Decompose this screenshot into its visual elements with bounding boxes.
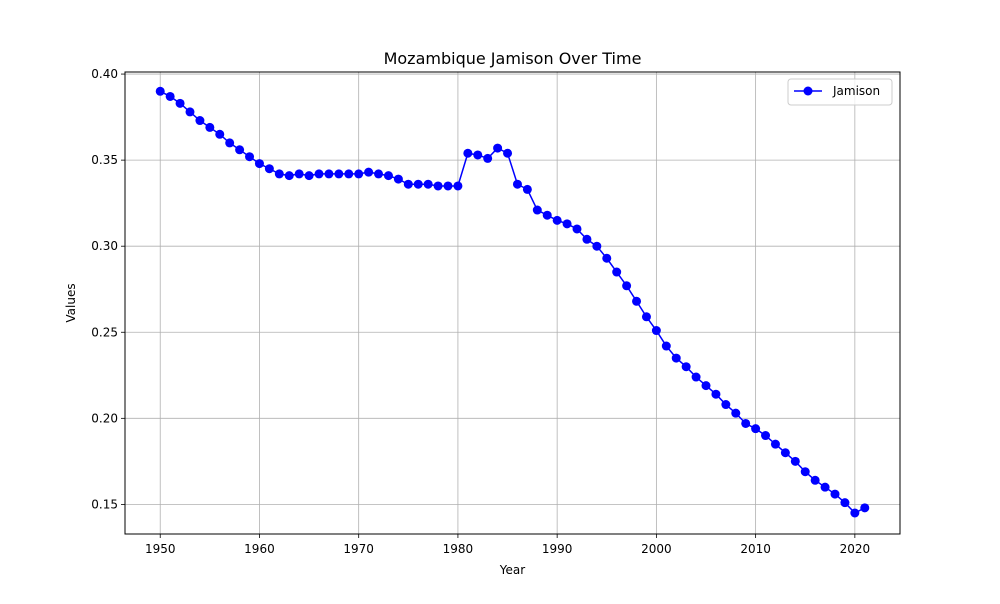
x-tick-label: 2000 (641, 542, 672, 556)
axis-ticks: 1950 1960 1970 1980 1990 2000 2010 2020 0.15 0.20… (91, 67, 870, 556)
data-point (860, 503, 870, 513)
data-point (195, 116, 205, 126)
legend-entry-label: Jamison (832, 84, 880, 98)
y-tick-label: 0.15 (91, 497, 118, 511)
data-point (721, 400, 731, 410)
data-point (254, 159, 264, 169)
data-point (810, 475, 820, 485)
data-point (393, 174, 403, 184)
y-tick-label: 0.35 (91, 153, 118, 167)
x-tick-label: 1970 (343, 542, 374, 556)
data-point (354, 169, 364, 179)
data-point (681, 362, 691, 372)
data-point (671, 353, 681, 363)
data-point (770, 439, 780, 449)
data-point (453, 181, 463, 191)
data-point (443, 181, 453, 191)
data-point (731, 408, 741, 418)
data-point (542, 210, 552, 220)
y-axis-label: Values (64, 283, 78, 322)
data-point (324, 169, 334, 179)
data-point (741, 418, 751, 428)
x-axis-label: Year (499, 563, 525, 577)
data-point (463, 148, 473, 158)
data-point (582, 234, 592, 244)
x-tick-label: 1950 (145, 542, 176, 556)
x-tick-label: 1990 (542, 542, 573, 556)
data-point (215, 129, 225, 139)
data-point (503, 148, 513, 158)
data-point (622, 281, 632, 291)
data-point (562, 219, 572, 229)
data-point (612, 267, 622, 277)
data-point (522, 184, 532, 194)
data-point (830, 489, 840, 499)
data-point (225, 138, 235, 148)
x-tick-label: 1980 (443, 542, 474, 556)
data-point (235, 145, 245, 155)
grid-lines (125, 72, 900, 534)
data-point (304, 171, 314, 181)
data-point (185, 107, 195, 117)
data-point (751, 424, 761, 434)
x-tick-label: 1960 (244, 542, 275, 556)
data-point (532, 205, 542, 215)
y-tick-label: 0.20 (91, 411, 118, 425)
legend: Jamison (787, 78, 893, 106)
series-layer (155, 86, 870, 518)
data-point (572, 224, 582, 234)
data-point (175, 98, 185, 108)
data-point (512, 179, 522, 189)
data-point (364, 167, 374, 177)
data-point (314, 169, 324, 179)
y-tick-label: 0.30 (91, 239, 118, 253)
data-point (641, 312, 651, 322)
data-point (334, 169, 344, 179)
data-point (711, 389, 721, 399)
legend-marker-swatch (803, 86, 813, 96)
data-point (264, 164, 274, 174)
data-point (780, 448, 790, 458)
data-point (205, 122, 215, 132)
data-point (383, 171, 393, 181)
data-point (473, 150, 483, 160)
data-point (840, 498, 850, 508)
data-point (800, 467, 810, 477)
data-point (691, 372, 701, 382)
chart-title: Mozambique Jamison Over Time (384, 49, 642, 68)
data-point (245, 152, 255, 162)
data-point (761, 431, 771, 441)
x-tick-label: 2010 (740, 542, 771, 556)
data-point (155, 86, 165, 96)
data-point (790, 456, 800, 466)
plot-frame (124, 71, 901, 535)
y-tick-label: 0.40 (91, 67, 118, 81)
data-point (294, 169, 304, 179)
data-point (403, 179, 413, 189)
data-point (850, 508, 860, 518)
legend-box (787, 78, 893, 106)
data-point (423, 179, 433, 189)
data-point (274, 169, 284, 179)
data-point (483, 153, 493, 163)
data-point (661, 341, 671, 351)
data-point (651, 326, 661, 336)
y-tick-label: 0.25 (91, 325, 118, 339)
data-point (602, 253, 612, 263)
data-point (374, 169, 384, 179)
data-point (820, 482, 830, 492)
x-tick-label: 2020 (840, 542, 871, 556)
data-point (552, 215, 562, 225)
data-point (413, 179, 423, 189)
data-point (632, 296, 642, 306)
data-point (592, 241, 602, 251)
data-point (701, 381, 711, 391)
data-point (344, 169, 354, 179)
data-point (493, 143, 503, 153)
data-point (284, 171, 294, 181)
data-point (433, 181, 443, 191)
data-point (165, 91, 175, 101)
